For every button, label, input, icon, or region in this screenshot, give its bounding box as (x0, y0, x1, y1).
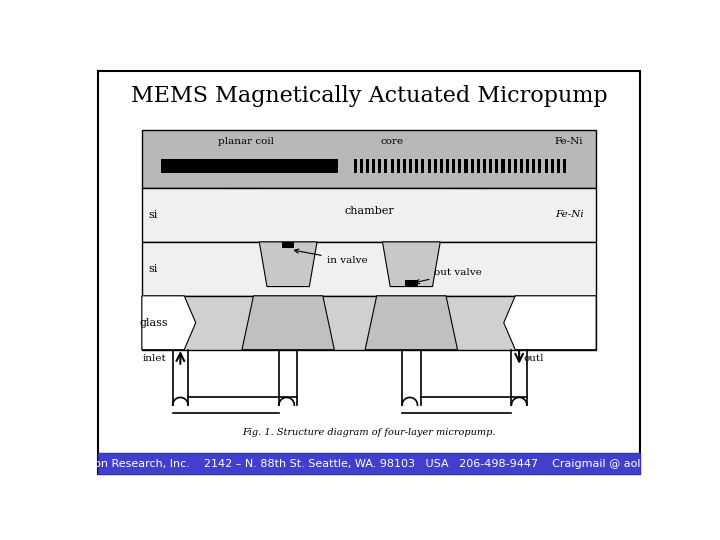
Text: core: core (381, 137, 404, 146)
Bar (452, 159, 455, 173)
Polygon shape (242, 296, 334, 350)
Text: MEMS Magnetically Actuated Micropump: MEMS Magnetically Actuated Micropump (131, 85, 607, 106)
Bar (440, 159, 443, 173)
Bar (483, 159, 486, 173)
Text: outl: outl (523, 354, 544, 363)
Bar (405, 280, 418, 287)
Bar (366, 159, 369, 173)
Bar (433, 159, 437, 173)
Bar (409, 159, 412, 173)
Bar (142, 130, 596, 188)
Bar (495, 159, 498, 173)
Polygon shape (504, 296, 596, 350)
Bar (477, 159, 480, 173)
Bar (526, 159, 529, 173)
Bar (372, 159, 375, 173)
Bar (142, 242, 596, 296)
Bar (489, 159, 492, 173)
Bar (557, 159, 560, 173)
Bar (508, 159, 510, 173)
Bar (415, 159, 418, 173)
Bar (471, 159, 474, 173)
Bar (551, 159, 554, 173)
Text: out valve: out valve (415, 268, 482, 284)
Bar (464, 159, 467, 173)
Bar (520, 159, 523, 173)
Text: glass: glass (139, 318, 168, 328)
Bar (384, 159, 387, 173)
Bar (421, 159, 425, 173)
Text: si: si (149, 264, 158, 274)
Bar (532, 159, 536, 173)
Text: in valve: in valve (294, 249, 367, 265)
Text: planar coil: planar coil (218, 137, 274, 146)
Polygon shape (142, 296, 196, 350)
Bar (390, 159, 394, 173)
Bar (378, 159, 382, 173)
Text: Fe-Ni: Fe-Ni (555, 211, 584, 219)
Bar (397, 159, 400, 173)
Bar (544, 159, 548, 173)
Text: Fe-Ni: Fe-Ni (555, 137, 583, 146)
Bar (161, 159, 338, 173)
Bar (539, 159, 541, 173)
Bar (403, 159, 406, 173)
Bar (501, 159, 505, 173)
Bar (142, 296, 596, 350)
Text: inlet: inlet (143, 354, 166, 363)
Polygon shape (365, 296, 457, 350)
Text: Nelson Research, Inc.    2142 – N. 88th St. Seattle, WA. 98103   USA   206-498-9: Nelson Research, Inc. 2142 – N. 88th St.… (70, 458, 668, 469)
Bar (142, 188, 596, 242)
Bar (428, 159, 431, 173)
Polygon shape (382, 242, 440, 287)
Text: Fig. 1. Structure diagram of four-layer micropump.: Fig. 1. Structure diagram of four-layer … (242, 428, 496, 437)
Bar (282, 242, 294, 248)
Bar (360, 159, 363, 173)
Bar (563, 159, 566, 173)
Polygon shape (259, 242, 317, 287)
Bar (446, 159, 449, 173)
Bar (459, 159, 462, 173)
Bar (514, 159, 517, 173)
Bar (354, 159, 356, 173)
Text: chamber: chamber (344, 206, 394, 216)
Bar (98, 453, 640, 475)
Text: si: si (149, 210, 158, 220)
